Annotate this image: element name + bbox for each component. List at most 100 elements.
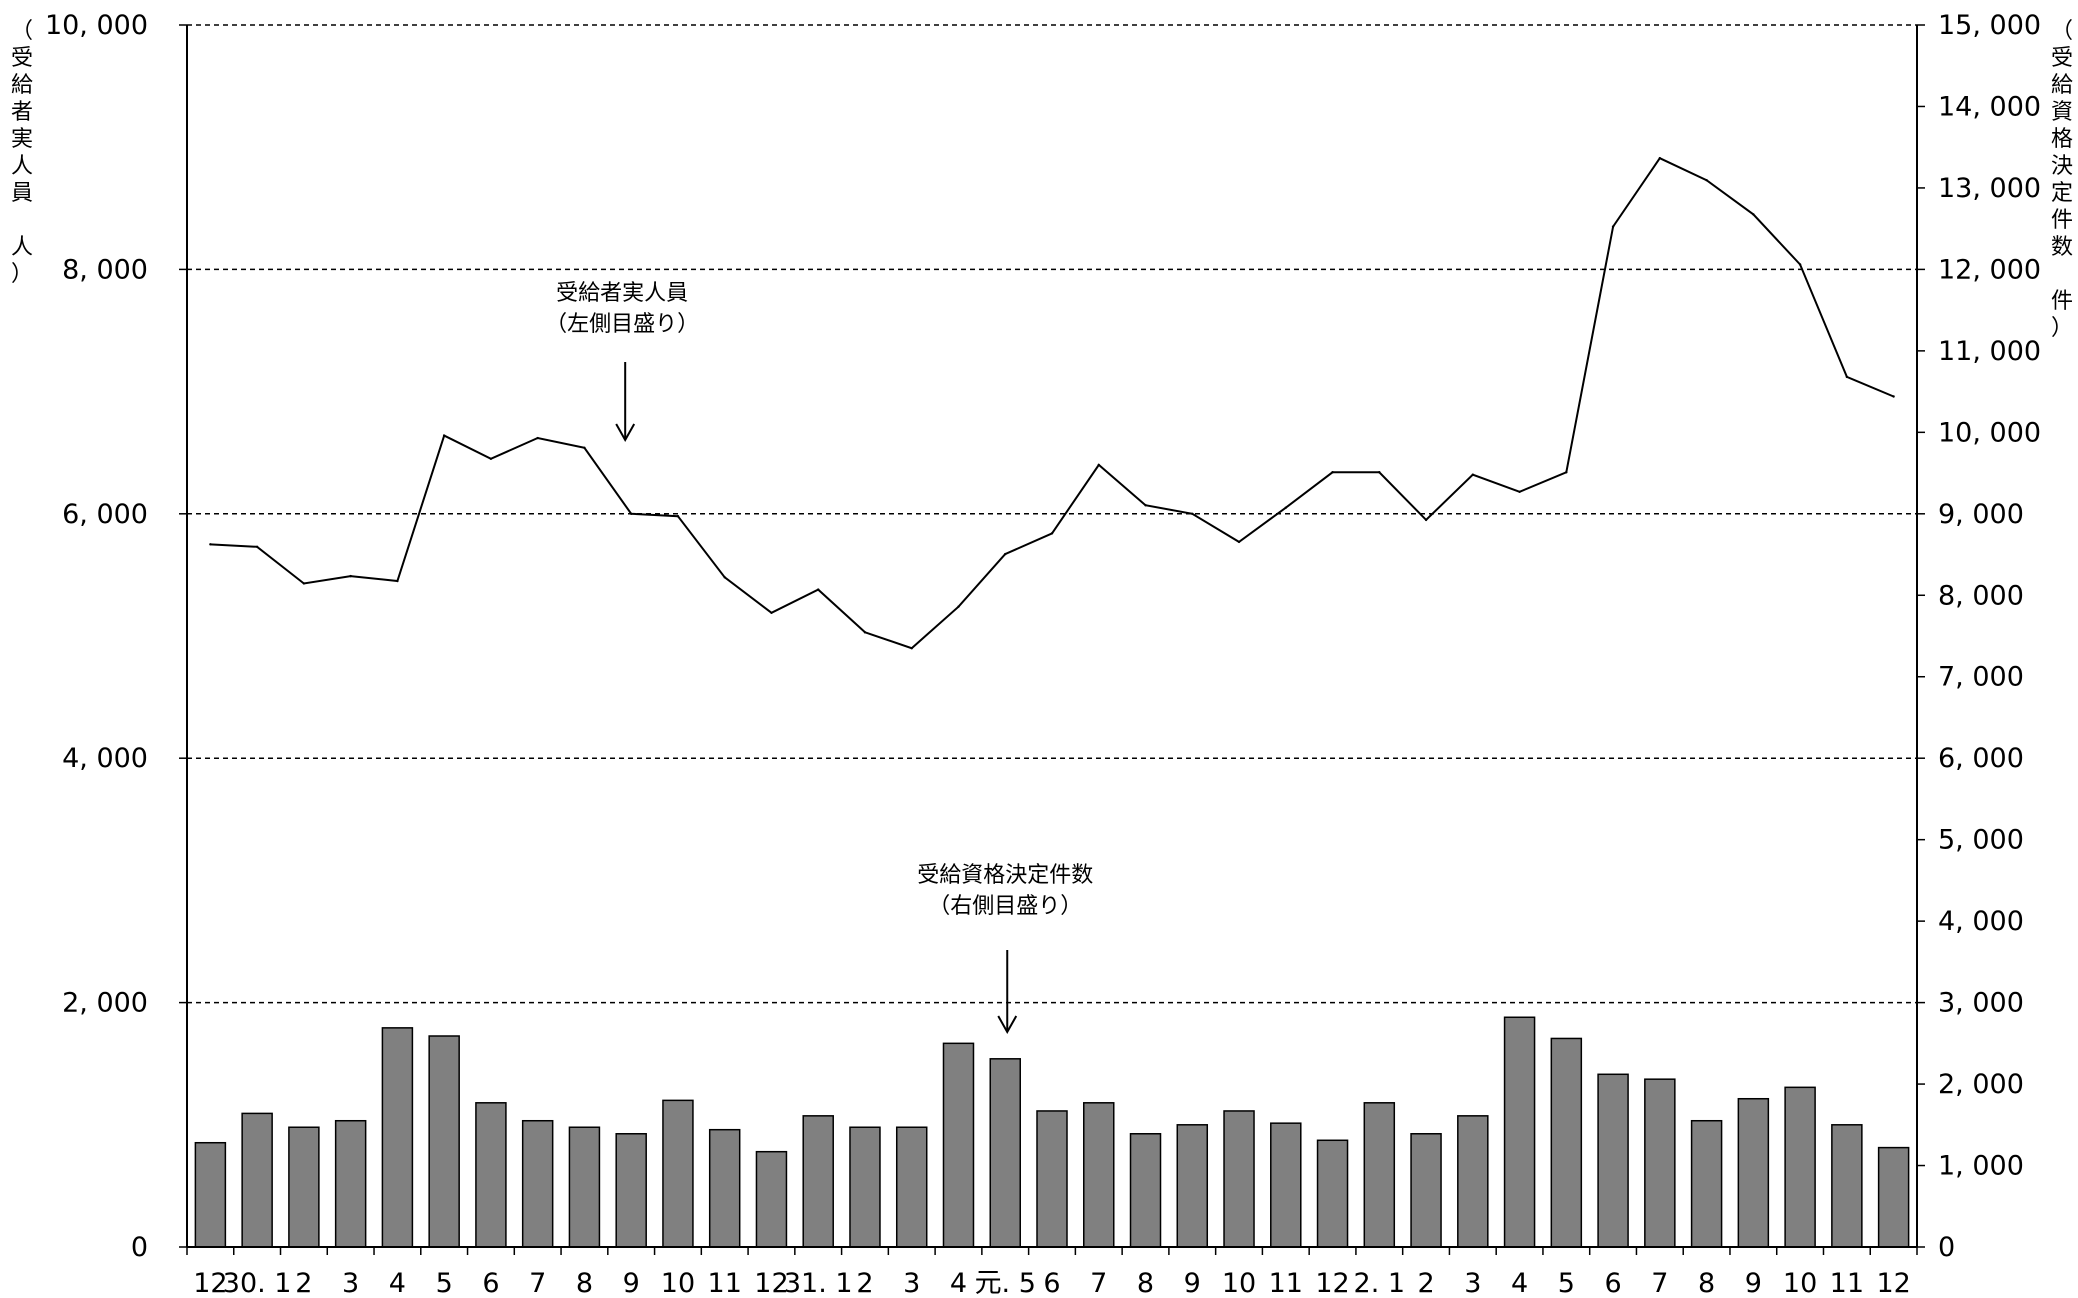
bar xyxy=(895,1126,928,1248)
bar xyxy=(1784,1086,1816,1248)
bar xyxy=(241,1112,273,1248)
bar xyxy=(1036,1110,1068,1248)
x-tick-label: 7 xyxy=(1651,1268,1668,1298)
left-tick-label: 6, 000 xyxy=(62,499,148,530)
right-tick-label: 13, 000 xyxy=(1938,173,2041,204)
line-series xyxy=(209,156,1895,650)
bar xyxy=(849,1126,881,1248)
line-point xyxy=(817,588,820,591)
right-tick-label: 15, 000 xyxy=(1938,10,2041,41)
x-tick-label: 7 xyxy=(529,1268,546,1298)
bar xyxy=(288,1126,320,1248)
x-tick-label: 9 xyxy=(1184,1268,1201,1298)
line-point xyxy=(1752,213,1755,216)
left-tick-label: 2, 000 xyxy=(62,988,148,1019)
bar xyxy=(1457,1115,1489,1248)
bar xyxy=(1223,1110,1255,1248)
x-tick-label: 8 xyxy=(576,1268,593,1298)
line-point xyxy=(209,543,212,546)
bar xyxy=(1690,1119,1723,1248)
x-tick-label: 2 xyxy=(856,1268,873,1298)
right-axis-label: （受給資格決定件数 件） xyxy=(2051,19,2073,341)
x-tick-label: 10 xyxy=(661,1268,695,1298)
right-tick-label: 0 xyxy=(1938,1232,1955,1263)
right-tick-label: 9, 000 xyxy=(1938,499,2024,530)
bar xyxy=(334,1119,367,1248)
line-point xyxy=(676,515,680,518)
line-point xyxy=(255,545,259,548)
bar xyxy=(1503,1016,1536,1248)
right-tick-label: 14, 000 xyxy=(1938,91,2041,122)
line-point xyxy=(1050,532,1054,535)
bar xyxy=(1129,1133,1162,1248)
line-point xyxy=(1518,490,1521,494)
line-point xyxy=(723,576,726,579)
annotation-title: 受給者実人員 xyxy=(556,281,688,306)
left-axis-ticks: 0 2, 000 4, 000 6, 000 8, 000 10, 000 xyxy=(45,10,187,1263)
x-tick-label: 6 xyxy=(1604,1268,1621,1298)
bar xyxy=(1644,1078,1676,1248)
line-point xyxy=(629,512,633,515)
annotation-arrow-head xyxy=(997,1015,1018,1035)
x-tick-label: 元. 5 xyxy=(975,1268,1036,1298)
bar xyxy=(475,1102,507,1248)
series-line xyxy=(210,156,1894,650)
x-tick-label: 11 xyxy=(1830,1268,1864,1298)
right-axis-ticks: 0 1, 000 2, 000 3, 000 4, 000 5, 000 6, 000 7, … xyxy=(1917,10,2041,1263)
bar xyxy=(942,1042,975,1248)
x-tick-label: 10 xyxy=(1222,1268,1256,1298)
x-tick-label: 3 xyxy=(903,1268,920,1298)
annotation-subtitle: （左側目盛り） xyxy=(545,312,699,337)
line-point xyxy=(863,631,867,634)
bar xyxy=(662,1099,694,1248)
right-tick-label: 6, 000 xyxy=(1938,743,2024,774)
right-tick-label: 7, 000 xyxy=(1938,662,2024,693)
x-tick-label: 12 xyxy=(1876,1268,1910,1298)
bar xyxy=(1737,1097,1770,1248)
line-point xyxy=(1144,504,1147,507)
line-point xyxy=(442,434,446,437)
x-tick-label: 7 xyxy=(1090,1268,1107,1298)
right-tick-label: 11, 000 xyxy=(1938,336,2041,367)
x-tick-label: 11 xyxy=(1269,1268,1303,1298)
bar xyxy=(615,1133,647,1248)
bar-series xyxy=(194,1016,1910,1248)
line-point xyxy=(1471,473,1475,476)
line-point xyxy=(583,446,586,450)
annotation-subtitle: （右側目盛り） xyxy=(928,894,1082,919)
x-tick-label: 5 xyxy=(1558,1268,1575,1298)
bar xyxy=(521,1119,554,1248)
x-tick-label: 2 xyxy=(1417,1268,1434,1298)
x-tick-label: 2. 1 xyxy=(1354,1268,1406,1298)
line-point xyxy=(536,436,539,440)
right-tick-label: 8, 000 xyxy=(1938,580,2024,611)
line-point xyxy=(1892,395,1895,398)
x-tick-label: 6 xyxy=(1043,1268,1060,1298)
annotations: 受給者実人員 （左側目盛り） 受給資格決定件数 （右側目盛り） xyxy=(545,281,1093,1035)
left-tick-label: 4, 000 xyxy=(62,743,148,774)
line-point xyxy=(302,582,306,585)
right-tick-label: 5, 000 xyxy=(1938,825,2024,856)
annotation-title: 受給資格決定件数 xyxy=(917,863,1093,888)
line-point xyxy=(1705,178,1708,182)
x-tick-label: 9 xyxy=(623,1268,640,1298)
line-point xyxy=(1845,375,1849,379)
bar xyxy=(1083,1102,1115,1248)
bar xyxy=(381,1027,414,1248)
x-tick-label: 5 xyxy=(436,1268,453,1298)
line-point xyxy=(1284,506,1287,509)
x-tick-label: 8 xyxy=(1137,1268,1154,1298)
right-axis-title: （受給資格決定件数 件） xyxy=(2051,19,2073,341)
line-point xyxy=(1424,518,1428,522)
bar xyxy=(755,1150,788,1248)
bar xyxy=(1550,1037,1583,1248)
right-tick-label: 10, 000 xyxy=(1938,417,2041,448)
right-tick-label: 2, 000 xyxy=(1938,1069,2024,1100)
line-point xyxy=(1798,263,1802,266)
bar xyxy=(1877,1146,1910,1248)
x-tick-label: 9 xyxy=(1745,1268,1762,1298)
annotation-arrow-head xyxy=(615,423,636,443)
x-tick-label: 3 xyxy=(1464,1268,1481,1298)
x-tick-label: 4 xyxy=(950,1268,967,1298)
